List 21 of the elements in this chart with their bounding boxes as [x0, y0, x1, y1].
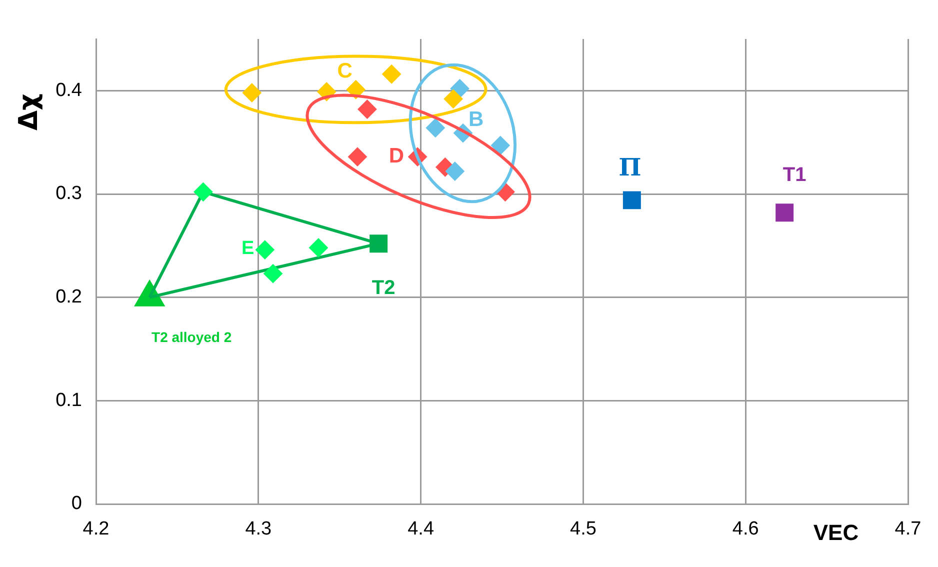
x-tick-label: 4.4	[408, 518, 434, 540]
y-tick-label: 0.1	[56, 390, 82, 411]
x-tick-label: 4.3	[245, 518, 272, 540]
y-tick-label: 0.4	[56, 80, 82, 101]
x-tick-label: 4.5	[570, 518, 596, 540]
series-label: E	[242, 238, 254, 260]
series-label: B	[468, 108, 484, 131]
y-tick-label: 0	[71, 493, 82, 514]
series-label: T1	[782, 164, 806, 186]
series-label: D	[388, 144, 404, 168]
y-tick-label: 0.2	[56, 286, 82, 308]
x-tick-label: 4.2	[82, 518, 110, 540]
y-tick-label: 0.3	[56, 183, 82, 204]
y-axis-title: Δχ	[14, 93, 44, 130]
x-tick-label: 4.7	[894, 518, 922, 540]
x-axis-title: VEC	[813, 520, 859, 546]
series-label: T2	[372, 277, 396, 300]
series-label: C	[337, 59, 352, 82]
series-label: Π	[618, 152, 642, 182]
x-tick-label: 4.6	[732, 518, 759, 540]
series-label: T2 alloyed 2	[152, 329, 232, 346]
